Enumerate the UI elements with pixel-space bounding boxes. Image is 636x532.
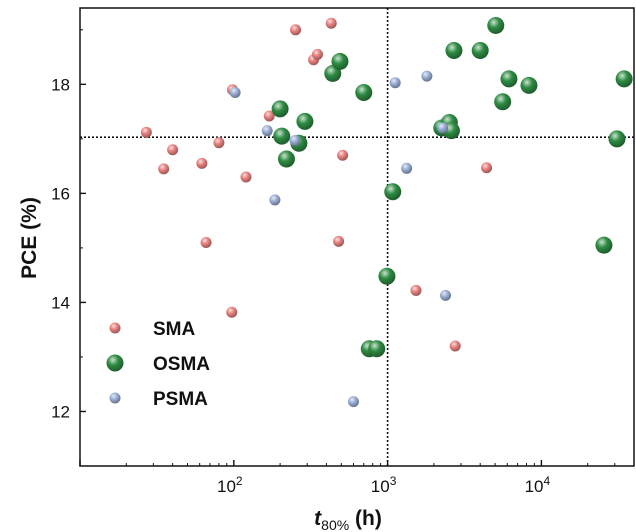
point-sma bbox=[240, 171, 252, 183]
point-sma bbox=[226, 306, 238, 318]
x-axis-title-subscript: 80% bbox=[321, 517, 349, 532]
point-osma bbox=[378, 267, 396, 285]
x-tick-label: 102 bbox=[217, 474, 243, 496]
point-osma bbox=[445, 42, 463, 60]
point-osma bbox=[273, 127, 291, 145]
point-psma bbox=[347, 396, 359, 408]
point-psma bbox=[389, 77, 401, 89]
point-sma bbox=[333, 235, 345, 247]
y-tick-label: 16 bbox=[51, 184, 70, 203]
point-osma bbox=[608, 130, 626, 148]
point-sma bbox=[196, 157, 208, 169]
x-tick-label: 103 bbox=[371, 474, 397, 496]
point-osma bbox=[487, 16, 505, 34]
point-osma bbox=[368, 340, 386, 358]
point-osma bbox=[355, 84, 373, 102]
x-axis-title-main: t bbox=[314, 507, 322, 530]
axes: 12 14 16 18 102 103 104 bbox=[51, 29, 635, 496]
plot-frame bbox=[79, 7, 635, 467]
point-osma bbox=[494, 93, 512, 111]
point-psma bbox=[289, 134, 301, 146]
point-osma bbox=[331, 52, 349, 70]
x-axis-title-unit: (h) bbox=[349, 507, 382, 530]
point-sma bbox=[263, 110, 275, 122]
point-osma bbox=[271, 100, 289, 118]
y-tick-label: 18 bbox=[51, 75, 70, 94]
legend-marker-osma bbox=[106, 354, 124, 372]
y-axis-title: PCE (%) bbox=[18, 197, 41, 279]
point-sma bbox=[158, 163, 170, 175]
point-sma bbox=[213, 137, 225, 149]
point-sma bbox=[290, 24, 302, 36]
point-psma bbox=[269, 194, 281, 206]
point-osma bbox=[471, 42, 489, 60]
point-psma bbox=[261, 125, 273, 137]
point-sma bbox=[167, 144, 179, 156]
legend-marker-sma bbox=[109, 322, 121, 334]
point-osma bbox=[277, 150, 295, 168]
point-psma bbox=[437, 122, 449, 134]
legend: SMA OSMA PSMA bbox=[106, 319, 210, 410]
x-tick-label: 104 bbox=[525, 474, 551, 496]
point-psma bbox=[440, 289, 452, 301]
legend-label-psma: PSMA bbox=[153, 389, 208, 410]
point-sma bbox=[449, 340, 461, 352]
legend-marker-psma bbox=[109, 392, 121, 404]
point-osma bbox=[595, 236, 613, 254]
legend-label-osma: OSMA bbox=[153, 354, 210, 375]
point-sma bbox=[337, 149, 349, 161]
data-points bbox=[140, 16, 633, 408]
point-sma bbox=[311, 48, 323, 60]
x-axis-title: t80% (h) bbox=[314, 507, 382, 532]
legend-label-sma: SMA bbox=[153, 319, 196, 340]
point-osma bbox=[296, 112, 314, 130]
point-psma bbox=[229, 87, 241, 99]
y-tick-label: 12 bbox=[51, 402, 70, 421]
point-osma bbox=[615, 70, 633, 88]
point-sma bbox=[140, 126, 152, 138]
point-osma bbox=[500, 70, 518, 88]
point-psma bbox=[421, 70, 433, 82]
point-sma bbox=[325, 17, 337, 29]
point-sma bbox=[410, 284, 422, 296]
reference-lines bbox=[80, 8, 634, 466]
point-sma bbox=[481, 162, 493, 174]
point-osma bbox=[384, 183, 402, 201]
point-psma bbox=[401, 162, 413, 174]
y-tick-label: 14 bbox=[51, 293, 70, 312]
point-sma bbox=[200, 236, 212, 248]
plot-border bbox=[79, 7, 635, 467]
point-osma bbox=[520, 76, 538, 94]
